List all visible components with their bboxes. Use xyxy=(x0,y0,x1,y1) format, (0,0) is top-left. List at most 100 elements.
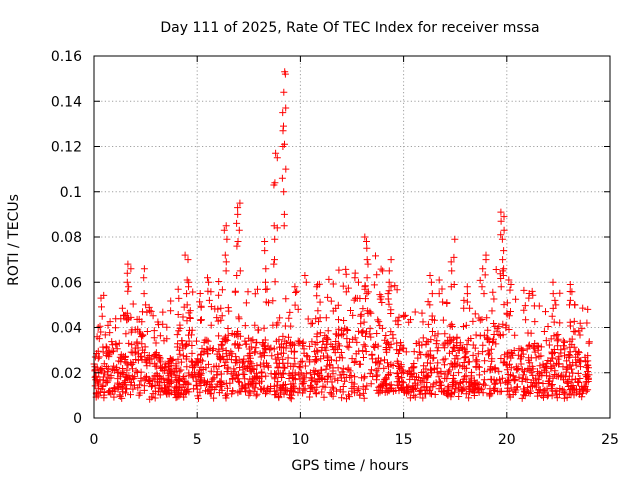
data-point xyxy=(548,354,556,362)
data-point xyxy=(143,372,150,380)
data-point xyxy=(252,374,260,382)
data-point xyxy=(246,363,254,371)
data-point xyxy=(123,385,131,393)
data-point xyxy=(465,394,473,402)
data-point xyxy=(98,365,106,372)
data-point xyxy=(173,371,181,379)
data-point xyxy=(431,332,439,340)
data-point xyxy=(347,372,355,379)
data-point xyxy=(576,387,584,395)
data-point xyxy=(517,360,525,368)
data-point xyxy=(251,384,259,392)
data-point xyxy=(536,362,544,370)
data-point xyxy=(415,374,423,381)
data-point xyxy=(261,352,268,360)
data-point xyxy=(359,347,367,355)
data-point xyxy=(320,393,328,401)
data-point xyxy=(111,384,119,392)
data-point xyxy=(525,356,533,364)
data-point xyxy=(95,353,103,361)
data-point xyxy=(133,339,141,347)
data-point xyxy=(396,364,403,372)
data-point xyxy=(245,345,253,353)
data-point xyxy=(163,323,171,331)
data-point xyxy=(194,358,202,366)
data-point xyxy=(119,352,127,360)
data-point xyxy=(405,383,413,391)
data-point xyxy=(187,357,195,365)
data-point xyxy=(393,286,401,294)
data-point xyxy=(443,390,451,398)
data-point xyxy=(397,339,404,347)
data-point xyxy=(284,359,292,367)
data-point xyxy=(290,354,298,362)
data-point xyxy=(450,281,458,288)
data-point xyxy=(182,380,190,388)
data-point xyxy=(344,284,352,292)
data-point xyxy=(318,388,326,396)
data-point xyxy=(249,379,257,387)
data-point xyxy=(462,390,470,398)
data-point xyxy=(574,370,582,377)
data-point xyxy=(282,165,290,173)
data-point xyxy=(108,348,116,356)
data-point xyxy=(314,307,322,315)
data-point xyxy=(574,356,582,364)
x-tick-label: 15 xyxy=(395,432,413,448)
data-point xyxy=(565,353,573,361)
data-point xyxy=(387,256,395,264)
data-point xyxy=(215,332,223,340)
data-point xyxy=(337,374,345,382)
data-point xyxy=(276,314,284,322)
data-point xyxy=(106,318,114,326)
data-point xyxy=(345,391,352,399)
data-point xyxy=(253,362,261,370)
data-point xyxy=(147,307,155,315)
data-point xyxy=(183,290,191,298)
data-point xyxy=(141,374,149,382)
data-point xyxy=(480,290,488,298)
data-point xyxy=(342,288,350,296)
data-point xyxy=(272,337,280,345)
y-tick-label: 0 xyxy=(73,411,82,427)
data-point xyxy=(183,353,191,361)
data-point xyxy=(242,340,250,348)
data-point xyxy=(395,363,402,370)
data-point xyxy=(571,328,579,336)
data-point xyxy=(572,361,580,369)
data-point xyxy=(214,317,222,325)
data-point xyxy=(205,360,212,368)
data-point xyxy=(157,358,164,366)
data-point xyxy=(506,286,514,294)
data-point xyxy=(92,376,100,384)
data-point xyxy=(222,222,230,230)
data-point xyxy=(355,278,362,286)
data-point xyxy=(561,345,569,353)
data-point xyxy=(422,351,430,359)
data-point xyxy=(196,298,204,306)
data-point xyxy=(351,269,359,277)
data-point xyxy=(308,338,316,346)
data-point xyxy=(239,359,246,367)
data-point xyxy=(473,379,481,387)
data-point xyxy=(521,392,529,400)
data-point xyxy=(99,383,107,390)
x-axis-label: GPS time / hours xyxy=(291,458,408,474)
data-point xyxy=(179,374,187,382)
data-point xyxy=(575,379,583,386)
data-point xyxy=(159,308,167,316)
data-point xyxy=(498,235,506,243)
data-point xyxy=(257,385,265,393)
data-point xyxy=(228,330,236,337)
data-point xyxy=(486,390,494,398)
data-point xyxy=(197,374,205,382)
data-point xyxy=(222,267,230,275)
data-point xyxy=(180,373,188,380)
data-point xyxy=(291,283,299,291)
data-point xyxy=(582,363,590,371)
data-point xyxy=(140,265,148,273)
data-point xyxy=(179,313,187,321)
data-point xyxy=(527,329,535,337)
data-point xyxy=(234,238,242,245)
data-point xyxy=(520,371,528,379)
